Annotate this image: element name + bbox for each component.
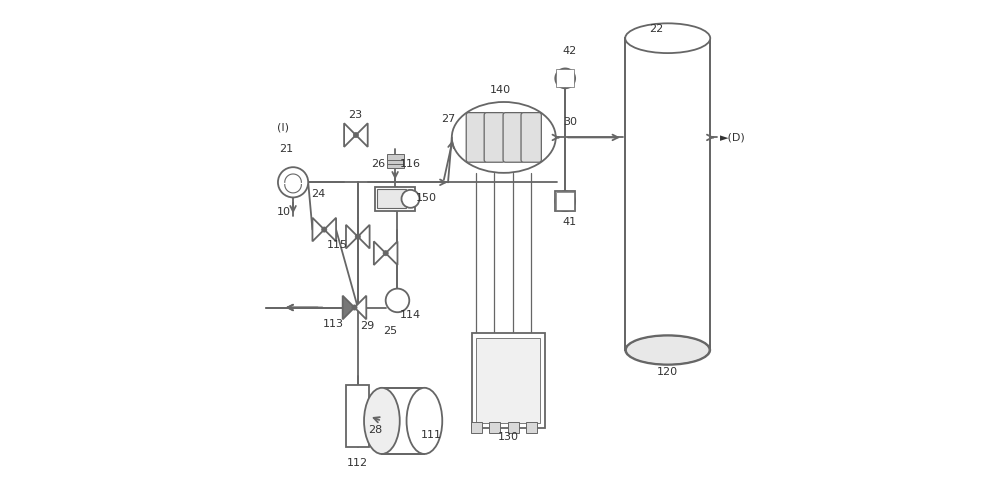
Text: 112: 112 [347,458,368,468]
Circle shape [355,234,360,239]
Text: 22: 22 [649,24,663,34]
Text: 10: 10 [277,206,291,217]
Bar [387,154,404,160]
Polygon shape [386,241,397,265]
Circle shape [386,289,409,312]
Circle shape [278,167,308,197]
Text: 111: 111 [421,430,442,440]
Ellipse shape [625,335,710,365]
Ellipse shape [364,388,400,454]
Bar [555,191,575,211]
Bar [377,189,406,208]
Text: (I): (I) [277,123,289,133]
Circle shape [322,227,327,232]
Polygon shape [354,296,366,319]
Polygon shape [374,241,386,265]
Circle shape [401,190,419,208]
Text: 115: 115 [327,239,348,250]
Bar [625,38,710,350]
Text: 24: 24 [311,189,325,199]
Circle shape [352,305,357,310]
Polygon shape [343,296,354,319]
Text: 140: 140 [489,85,511,95]
Bar [382,388,424,454]
Text: 29: 29 [361,321,375,331]
Text: 26: 26 [372,159,386,169]
Text: 114: 114 [400,310,421,320]
Text: 25: 25 [383,326,397,336]
Bar [387,163,404,168]
Bar [526,422,537,433]
Text: 116: 116 [400,159,421,169]
Circle shape [383,250,388,256]
Bar [489,422,500,433]
FancyBboxPatch shape [521,113,541,162]
Text: 113: 113 [323,319,344,329]
Ellipse shape [452,102,556,173]
Bar [556,192,574,210]
Text: 27: 27 [441,114,455,123]
Polygon shape [344,123,356,147]
Ellipse shape [555,68,575,88]
Bar [476,338,540,423]
Polygon shape [358,225,370,249]
Bar [346,385,369,447]
Circle shape [353,132,359,138]
Text: 120: 120 [657,367,678,377]
Bar [387,158,404,164]
Bar [508,422,519,433]
Text: 21: 21 [279,144,294,154]
Text: 23: 23 [348,110,362,120]
Ellipse shape [555,191,575,211]
Bar [556,69,574,87]
Text: 41: 41 [563,217,577,228]
Ellipse shape [625,23,710,53]
Polygon shape [324,218,336,241]
Text: 42: 42 [563,46,577,56]
FancyBboxPatch shape [503,113,523,162]
Bar [471,422,482,433]
FancyBboxPatch shape [484,113,504,162]
Bar [472,334,545,428]
Polygon shape [356,123,368,147]
FancyBboxPatch shape [466,113,487,162]
Text: 30: 30 [563,117,577,127]
Bar [375,187,415,211]
Polygon shape [346,225,358,249]
Ellipse shape [407,388,442,454]
Polygon shape [312,218,324,241]
Text: 28: 28 [368,425,382,435]
Text: 130: 130 [498,433,519,443]
Text: ►(D): ►(D) [720,132,745,142]
Text: 150: 150 [416,193,437,203]
